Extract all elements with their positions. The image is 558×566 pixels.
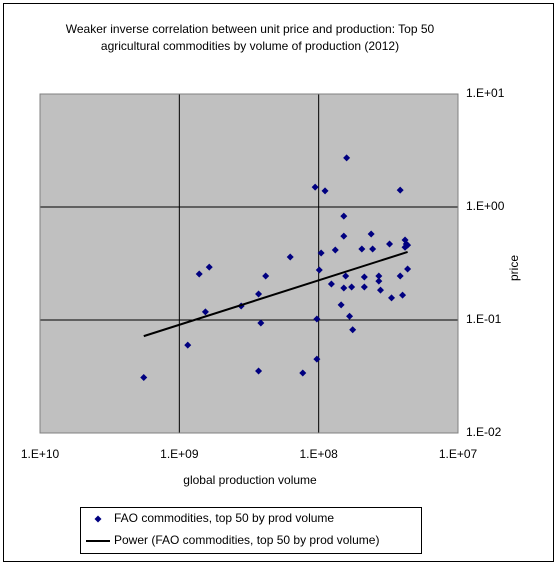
data-point [184, 341, 192, 349]
data-point [205, 263, 213, 271]
data-point [311, 183, 319, 191]
legend-marker [94, 515, 102, 523]
data-point [317, 249, 325, 257]
data-point [140, 373, 148, 381]
data-point [340, 232, 348, 240]
data-point [367, 230, 375, 238]
y-tick-label: 1.E+01 [466, 86, 505, 100]
chart-title: Weaker inverse correlation between unit … [66, 22, 435, 36]
data-point [360, 273, 368, 281]
plot-frame [39, 93, 459, 434]
data-point [262, 272, 270, 280]
data-point [299, 369, 307, 377]
data-point [399, 291, 407, 299]
data-point [346, 312, 354, 320]
data-point [343, 154, 351, 162]
x-tick-label: 1.E+09 [160, 447, 199, 461]
data-point [375, 272, 383, 280]
legend-label: Power (FAO commodities, top 50 by prod v… [114, 533, 379, 547]
data-point [313, 355, 321, 363]
data-point [257, 319, 265, 327]
data-point [396, 272, 404, 280]
data-point [286, 253, 294, 261]
data-point [195, 270, 203, 278]
data-point [201, 308, 209, 316]
y-tick-label: 1.E+00 [466, 199, 505, 213]
data-point [375, 277, 383, 285]
chart-title: agricultural commodities by volume of pr… [101, 39, 399, 53]
data-point [337, 301, 345, 309]
y-tick-label: 1.E-02 [466, 425, 502, 439]
data-point [360, 283, 368, 291]
data-point [340, 212, 348, 220]
data-point [342, 272, 350, 280]
data-point [315, 266, 323, 274]
x-tick-label: 1.E+10 [21, 447, 60, 461]
y-tick-label: 1.E-01 [466, 312, 502, 326]
x-tick-label: 1.E+07 [439, 447, 478, 461]
data-point [255, 290, 263, 298]
data-point [327, 280, 335, 288]
data-point [376, 286, 384, 294]
data-point [401, 243, 409, 251]
y-axis-label: price [507, 255, 521, 281]
data-point [313, 315, 321, 323]
data-point [386, 240, 394, 248]
data-point [331, 246, 339, 254]
data-point [404, 265, 412, 273]
data-point [388, 294, 396, 302]
data-point [358, 245, 366, 253]
data-point [369, 245, 377, 253]
data-point [349, 326, 357, 334]
legend-label: FAO commodities, top 50 by prod volume [114, 511, 334, 525]
plot-area [39, 93, 459, 434]
x-tick-label: 1.E+08 [299, 447, 338, 461]
data-point [321, 187, 329, 195]
data-point [255, 367, 263, 375]
data-point [348, 283, 356, 291]
legend [80, 507, 422, 554]
data-point [340, 284, 348, 292]
x-axis-label: global production volume [183, 473, 317, 487]
data-point [396, 186, 404, 194]
trend-line [143, 251, 408, 338]
